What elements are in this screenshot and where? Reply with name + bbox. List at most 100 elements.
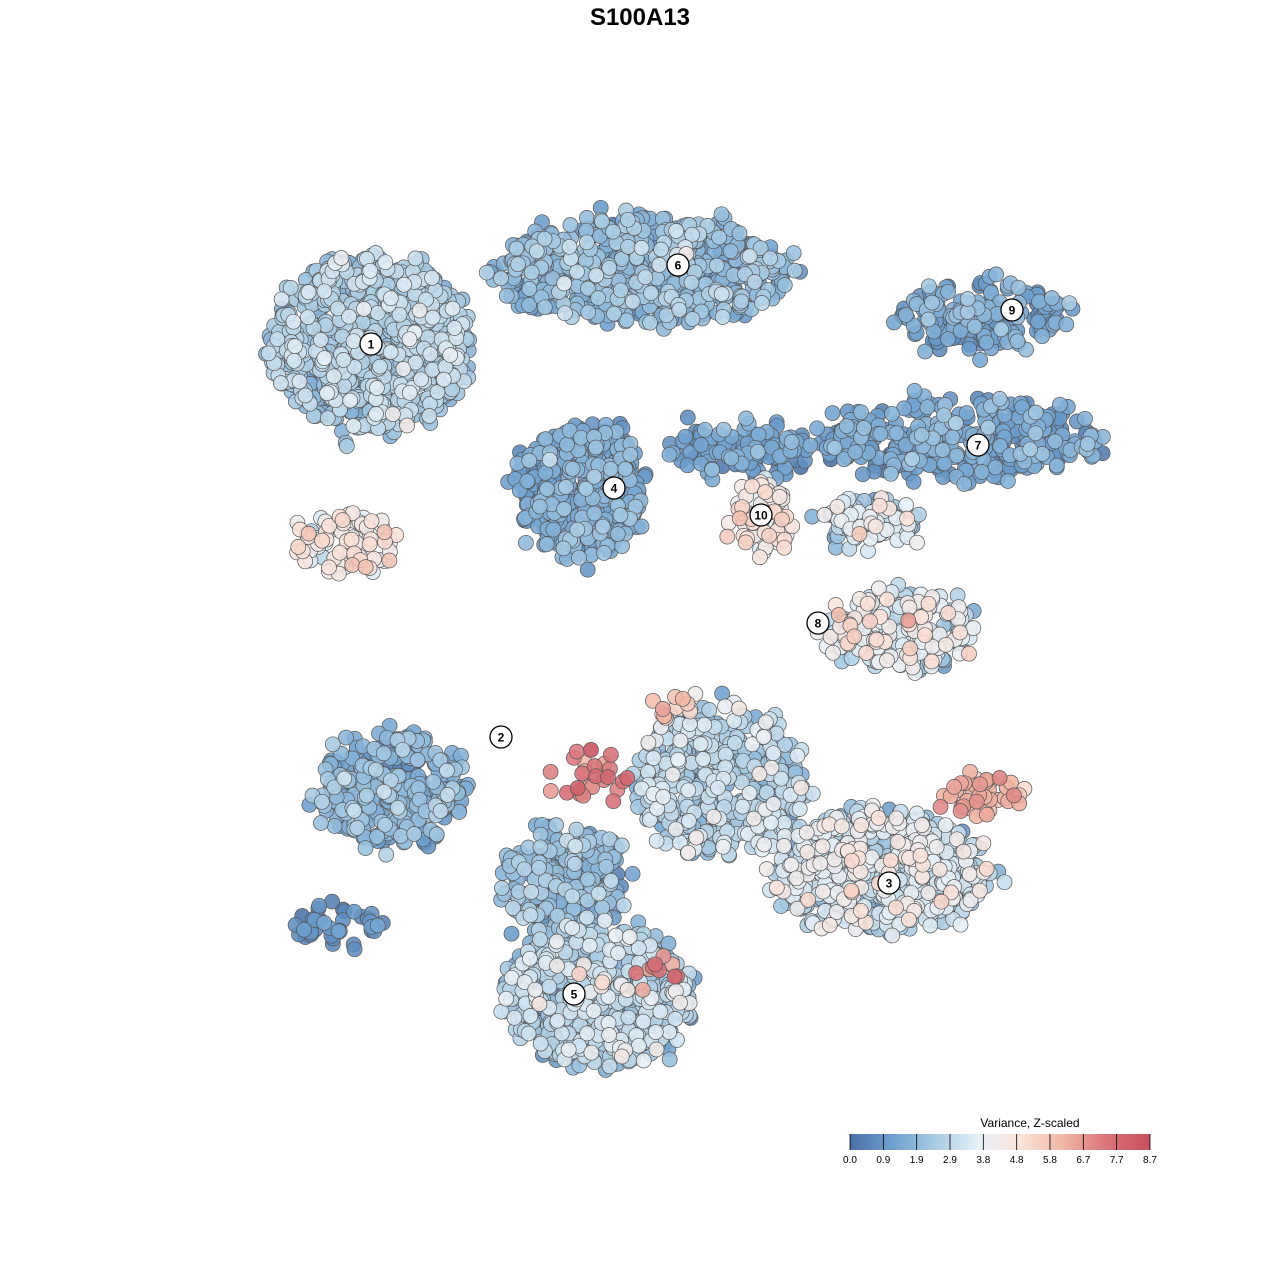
cell-point bbox=[809, 420, 825, 437]
cell-point bbox=[1047, 433, 1063, 450]
cell-point bbox=[378, 846, 395, 863]
cell-point bbox=[586, 468, 603, 485]
cell-point bbox=[847, 444, 864, 460]
cell-point bbox=[1000, 473, 1016, 489]
cell-point bbox=[401, 331, 418, 348]
cell-point bbox=[356, 301, 372, 317]
cell-point bbox=[573, 429, 589, 446]
cell-point bbox=[992, 438, 1009, 454]
cell-point bbox=[996, 874, 1013, 891]
cell-point bbox=[991, 391, 1008, 407]
cell-point bbox=[763, 814, 779, 831]
cell-point bbox=[521, 281, 538, 297]
cell-point bbox=[722, 243, 739, 259]
cell-point bbox=[693, 437, 709, 453]
cell-point bbox=[708, 257, 725, 274]
cell-point bbox=[647, 1024, 664, 1040]
cell-point bbox=[541, 451, 558, 468]
cell-point bbox=[919, 399, 936, 416]
cell-point bbox=[655, 789, 672, 805]
cell-point bbox=[523, 264, 540, 281]
cell-point bbox=[312, 331, 329, 348]
cell-point bbox=[733, 293, 750, 310]
cell-point bbox=[1079, 436, 1096, 452]
cell-point bbox=[444, 300, 461, 317]
cell-point bbox=[635, 1052, 652, 1069]
cell-point bbox=[776, 815, 793, 831]
cell-point bbox=[762, 250, 779, 267]
cell-point bbox=[602, 461, 619, 477]
cell-point bbox=[937, 817, 954, 834]
cell-point bbox=[826, 439, 843, 456]
cell-point bbox=[498, 990, 515, 1007]
cell-point bbox=[713, 206, 730, 223]
cell-point bbox=[856, 420, 872, 436]
cell-point bbox=[972, 352, 988, 368]
cell-point bbox=[579, 1025, 595, 1042]
cell-point bbox=[624, 293, 641, 310]
cell-point bbox=[286, 352, 302, 369]
cell-point bbox=[598, 858, 615, 875]
cell-point bbox=[422, 346, 439, 363]
cell-point bbox=[738, 410, 754, 427]
cell-point bbox=[987, 459, 1004, 476]
cell-point bbox=[741, 248, 758, 265]
cell-point bbox=[661, 1024, 678, 1040]
cell-point bbox=[664, 766, 681, 783]
cell-point bbox=[670, 751, 686, 768]
cell-point bbox=[520, 1025, 537, 1042]
cell-point bbox=[754, 295, 770, 311]
cell-point bbox=[557, 305, 573, 322]
cell-point bbox=[508, 240, 525, 257]
cell-point bbox=[643, 285, 659, 301]
cell-point bbox=[300, 284, 317, 301]
cell-point bbox=[521, 452, 538, 469]
cell-point bbox=[681, 813, 697, 829]
cell-point bbox=[966, 318, 983, 335]
cell-point bbox=[838, 418, 855, 434]
cell-point bbox=[559, 436, 575, 453]
cell-point bbox=[1052, 396, 1068, 413]
cell-point bbox=[545, 521, 562, 538]
cell-point bbox=[791, 801, 808, 817]
cell-points bbox=[258, 199, 1111, 1078]
cell-point bbox=[645, 750, 662, 766]
cell-point bbox=[884, 927, 901, 944]
cell-point bbox=[425, 773, 442, 790]
cell-point bbox=[411, 302, 428, 319]
cell-point bbox=[300, 309, 316, 326]
cell-point bbox=[536, 299, 553, 316]
cell-point bbox=[358, 787, 375, 804]
cell-point bbox=[521, 297, 537, 313]
cell-point bbox=[608, 927, 624, 944]
cell-point bbox=[677, 428, 694, 445]
cell-point bbox=[668, 223, 685, 239]
cell-point bbox=[913, 427, 930, 443]
cell-point bbox=[326, 818, 343, 834]
cell-point bbox=[622, 446, 639, 463]
cell-point bbox=[549, 907, 566, 924]
cell-point bbox=[651, 257, 668, 273]
cell-point bbox=[594, 518, 611, 535]
cell-point bbox=[594, 899, 611, 916]
cell-point bbox=[648, 832, 665, 849]
cell-point bbox=[940, 283, 956, 300]
cell-point bbox=[605, 223, 621, 240]
cell-point bbox=[385, 406, 401, 422]
cell-point bbox=[522, 950, 538, 967]
cell-point bbox=[372, 358, 388, 375]
cell-point bbox=[667, 821, 684, 838]
cell-point bbox=[652, 1003, 669, 1020]
cell-point bbox=[956, 476, 973, 492]
cell-point bbox=[713, 286, 730, 302]
cell-point bbox=[637, 269, 654, 286]
cell-point bbox=[717, 698, 733, 715]
cell-point bbox=[683, 274, 700, 291]
cell-point bbox=[523, 884, 539, 900]
cell-point bbox=[671, 301, 688, 318]
cell-point bbox=[316, 283, 333, 300]
cell-point bbox=[802, 437, 819, 454]
cell-point bbox=[269, 331, 286, 348]
cell-point bbox=[601, 259, 618, 276]
cell-point bbox=[883, 465, 899, 482]
